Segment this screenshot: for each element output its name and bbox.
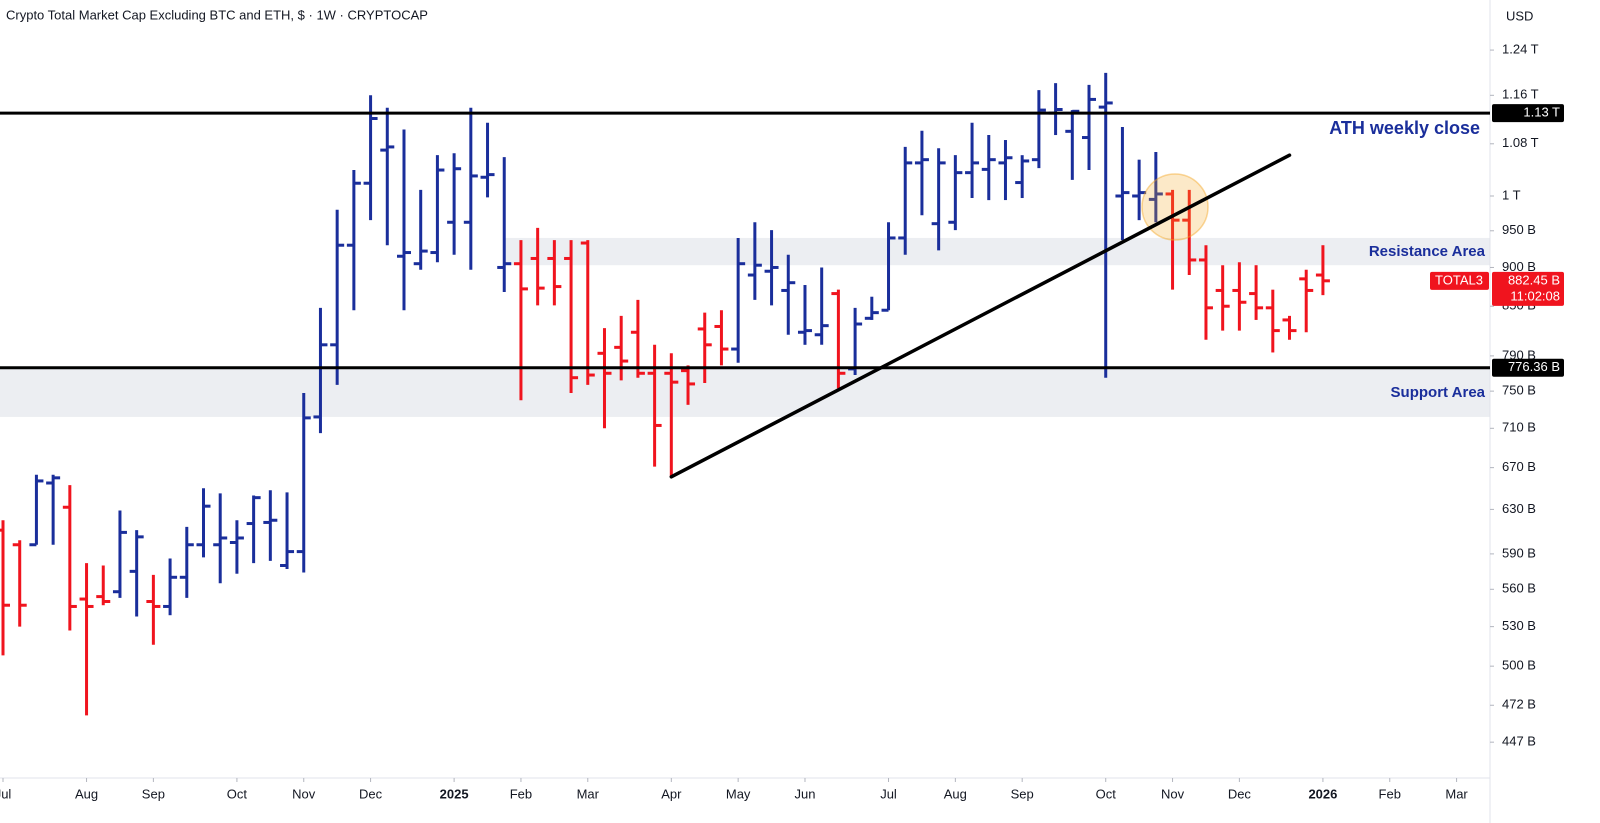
last-price-badge bbox=[1492, 271, 1564, 306]
x-tick-label: Sep bbox=[142, 786, 165, 801]
x-tick-label: Aug bbox=[75, 786, 98, 801]
y-tick-label: 710 B bbox=[1502, 420, 1536, 435]
y-tick-label: 500 B bbox=[1502, 658, 1536, 673]
symbol-badge bbox=[1430, 271, 1489, 290]
x-tick-label: 2025 bbox=[440, 786, 469, 801]
y-tick-label: 950 B bbox=[1502, 222, 1536, 237]
x-tick-label: Nov bbox=[292, 786, 316, 801]
x-tick-label: Nov bbox=[1161, 786, 1185, 801]
y-tick-label: 1 T bbox=[1502, 187, 1521, 202]
countdown-label: 11:02:08 bbox=[1510, 288, 1560, 303]
x-tick-label: Mar bbox=[577, 786, 600, 801]
level-badge bbox=[1492, 104, 1564, 123]
symbol-label: TOTAL3 bbox=[1435, 272, 1483, 287]
bars bbox=[0, 72, 1330, 716]
zones bbox=[0, 237, 1491, 417]
y-tick-label: 670 B bbox=[1502, 459, 1536, 474]
x-tick-label: Jun bbox=[794, 786, 815, 801]
zone-label: Support Area bbox=[1391, 384, 1486, 401]
x-tick-label: Oct bbox=[1096, 786, 1117, 801]
zone bbox=[504, 237, 1491, 266]
y-tick-label: 447 B bbox=[1502, 734, 1536, 749]
x-tick-label: Apr bbox=[661, 786, 682, 801]
x-tick-label: Sep bbox=[1011, 786, 1034, 801]
y-tick-label: 630 B bbox=[1502, 501, 1536, 516]
labels: Resistance Area Support Area 1.24 T 1.16 T 1… bbox=[0, 42, 1564, 801]
trendline bbox=[669, 153, 1292, 479]
x-tick-label: May bbox=[726, 786, 751, 801]
level-badge bbox=[1492, 358, 1564, 377]
highlight-circle bbox=[1141, 173, 1209, 241]
y-tick-label: 530 B bbox=[1502, 618, 1536, 633]
drawings bbox=[0, 111, 1490, 479]
chart-title: Crypto Total Market Cap Excluding BTC an… bbox=[6, 7, 428, 22]
y-tick-label: 1.16 T bbox=[1502, 87, 1539, 102]
x-tick-label: Oct bbox=[227, 786, 248, 801]
level-annotation: ATH weekly close bbox=[1329, 118, 1480, 138]
x-tick-label: Dec bbox=[1228, 786, 1252, 801]
y-tick-label: 472 B bbox=[1502, 697, 1536, 712]
y-tick-label: 1.24 T bbox=[1502, 42, 1539, 57]
x-tick-label: Feb bbox=[510, 786, 532, 801]
level-badge-label: 1.13 T bbox=[1523, 105, 1560, 120]
y-tick-label: 790 B bbox=[1502, 347, 1536, 362]
x-tick-label: Dec bbox=[359, 786, 383, 801]
x-tick-label: Feb bbox=[1379, 786, 1401, 801]
x-tick-label: Jul bbox=[0, 786, 11, 801]
level-badge-label: 776.36 B bbox=[1508, 359, 1560, 374]
y-tick-label: 1.08 T bbox=[1502, 135, 1539, 150]
zone-label: Resistance Area bbox=[1369, 243, 1486, 260]
axes bbox=[0, 0, 1494, 823]
y-tick-label: 590 B bbox=[1502, 545, 1536, 560]
x-tick-label: 2026 bbox=[1308, 786, 1337, 801]
last-price-label: 882.45 B bbox=[1508, 272, 1560, 287]
y-tick-label: 750 B bbox=[1502, 383, 1536, 398]
x-tick-label: Jul bbox=[880, 786, 897, 801]
x-tick-label: Aug bbox=[944, 786, 967, 801]
currency-label[interactable]: USD bbox=[1506, 8, 1533, 23]
y-tick-label: 900 B bbox=[1502, 259, 1536, 274]
y-tick-label: 560 B bbox=[1502, 581, 1536, 596]
x-tick-label: Mar bbox=[1445, 786, 1468, 801]
zone bbox=[0, 368, 1490, 417]
